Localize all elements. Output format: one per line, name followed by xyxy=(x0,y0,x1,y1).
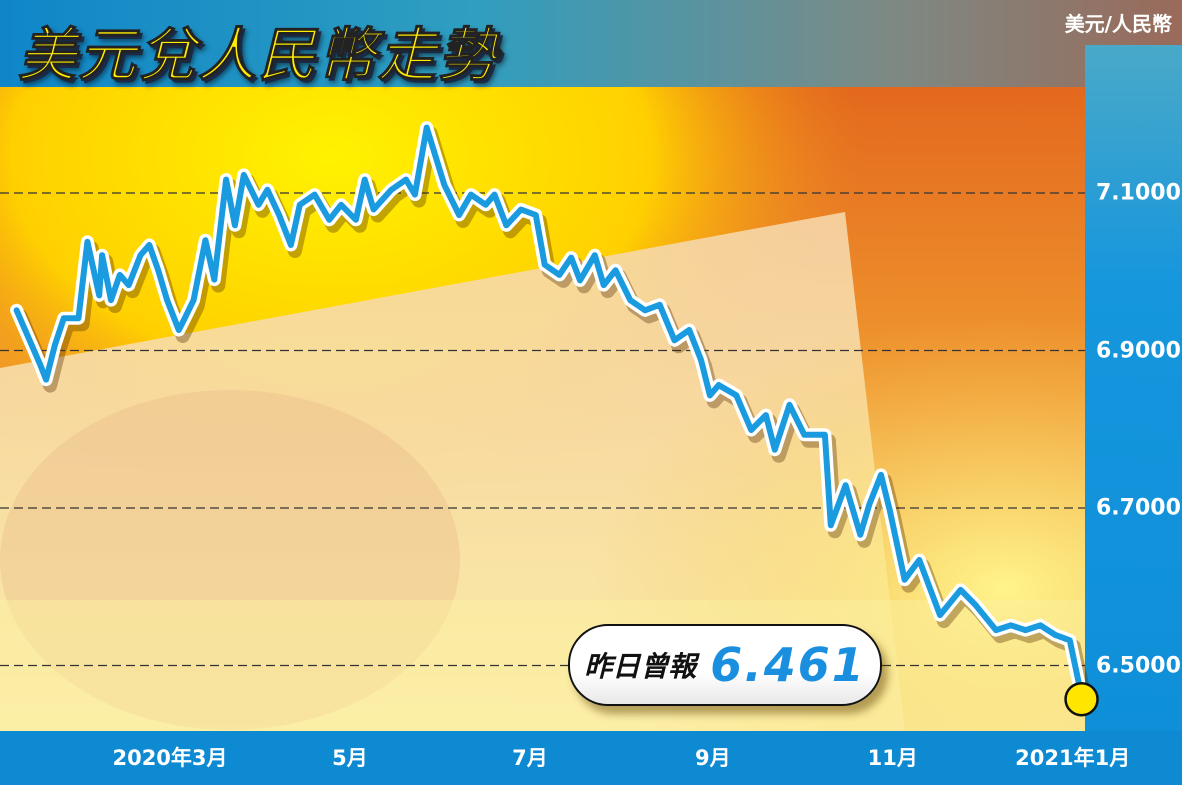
latest-value-callout: 昨日曾報 6.461 xyxy=(568,624,882,706)
callout-value: 6.461 xyxy=(710,638,866,692)
y-tick-label: 6.5000 xyxy=(1096,653,1181,678)
y-axis-panel xyxy=(1085,45,1182,735)
line-outline xyxy=(10,121,1089,703)
line-shadow xyxy=(13,126,1093,710)
y-tick-label: 6.7000 xyxy=(1096,495,1181,521)
x-tick-label: 11月 xyxy=(867,746,918,770)
chart-title: 美元兌人民幣走勢 xyxy=(17,21,499,90)
x-axis-panel xyxy=(0,731,1182,785)
y-tick-label: 6.9000 xyxy=(1096,338,1181,363)
x-tick-label: 5月 xyxy=(332,746,368,770)
x-tick-label: 9月 xyxy=(694,746,731,770)
x-tick-label: 2021年1月 xyxy=(1015,746,1131,770)
x-tick-label: 7月 xyxy=(512,746,548,770)
x-tick-label: 2020年3月 xyxy=(112,746,228,770)
series-line xyxy=(13,124,1085,700)
latest-point-marker xyxy=(1064,681,1099,717)
callout-label: 昨日曾報 xyxy=(584,650,697,683)
y-tick-label: 7.1000 xyxy=(1096,180,1181,206)
title-bar xyxy=(0,0,1182,87)
y-axis-unit-label: 美元/人民幣 xyxy=(1064,12,1172,36)
